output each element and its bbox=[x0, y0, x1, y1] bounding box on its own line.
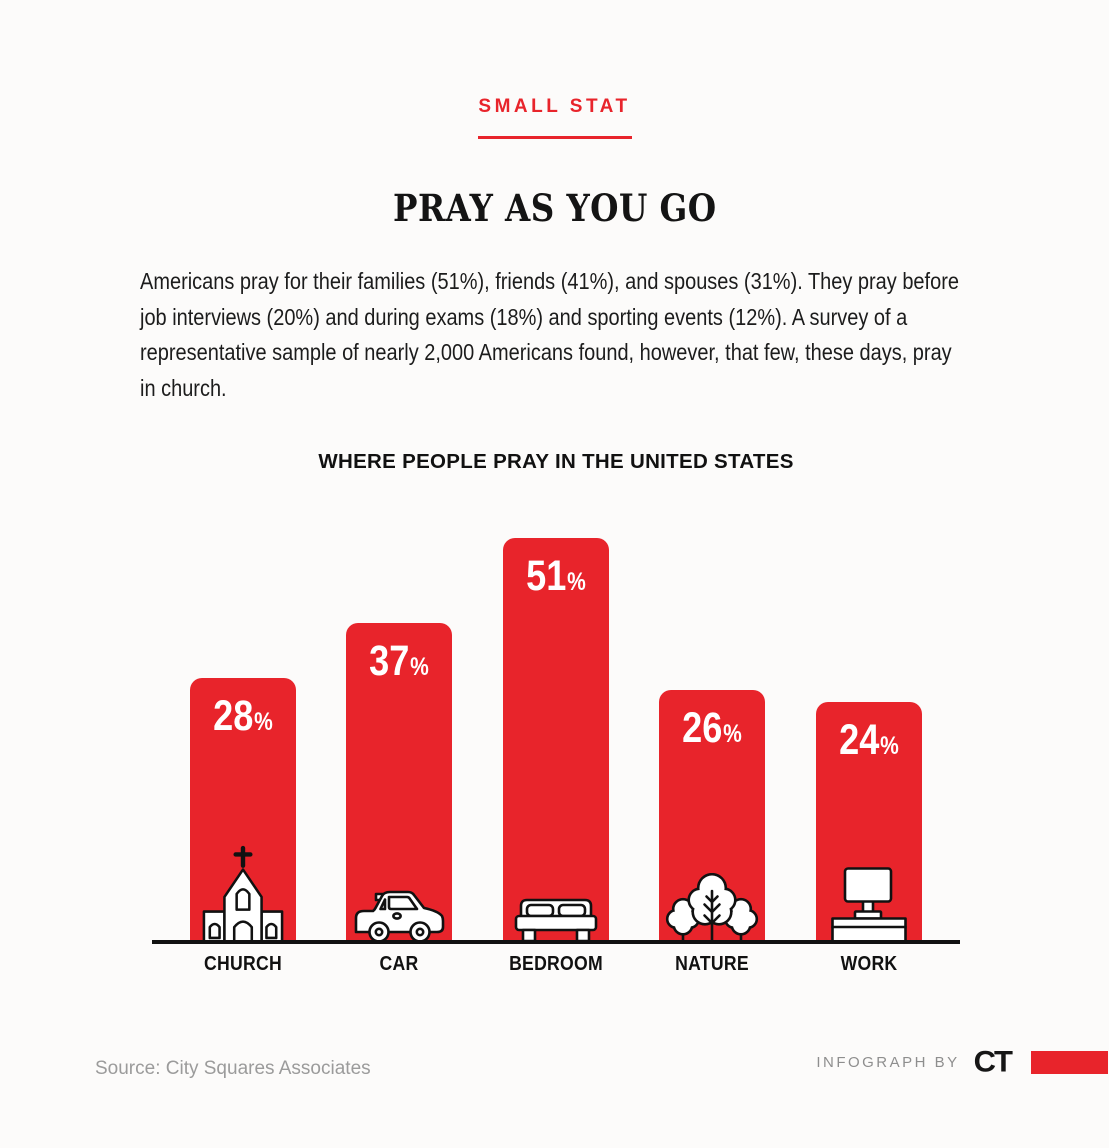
category-label-nature: NATURE bbox=[675, 952, 749, 975]
bar-column-work: 24% WORK bbox=[816, 702, 922, 975]
trees-icon bbox=[665, 873, 759, 943]
bar-value-nature: 26% bbox=[682, 704, 742, 752]
category-label-car: CAR bbox=[379, 952, 419, 975]
source-attribution: Source: City Squares Associates bbox=[95, 1058, 371, 1079]
bar-value-work: 24% bbox=[839, 716, 899, 764]
bar-column-bedroom: 51% BEDROOM bbox=[503, 538, 609, 975]
bar-value-bedroom: 51% bbox=[526, 552, 586, 600]
bar-car bbox=[346, 623, 452, 943]
bar-value-car: 37% bbox=[369, 637, 429, 685]
desk-computer-icon bbox=[831, 867, 907, 943]
bar-bedroom bbox=[503, 538, 609, 943]
eyebrow-label: SMALL STAT bbox=[478, 96, 631, 117]
bed-icon bbox=[514, 898, 598, 943]
ct-logo-text: CT bbox=[973, 1044, 1013, 1079]
page-title: PRAY AS YOU GO bbox=[392, 186, 717, 230]
car-icon bbox=[354, 890, 445, 943]
category-label-work: WORK bbox=[840, 952, 898, 975]
ct-logo-mark bbox=[1031, 1050, 1108, 1074]
chart-title: WHERE PEOPLE PRAY IN THE UNITED STATES bbox=[318, 450, 794, 473]
credit-block: INFOGRAPH BY CT bbox=[816, 1045, 1108, 1078]
credit-label: INFOGRAPH BY bbox=[816, 1053, 960, 1071]
category-label-bedroom: BEDROOM bbox=[509, 952, 603, 975]
bar-value-church: 28% bbox=[213, 692, 273, 740]
bar-column-nature: 26% bbox=[659, 690, 765, 975]
church-icon bbox=[202, 845, 284, 943]
x-axis-baseline bbox=[152, 940, 960, 944]
bar-column-car: 37% CAR bbox=[346, 623, 452, 975]
intro-paragraph: Americans pray for their families (51%),… bbox=[140, 268, 959, 401]
eyebrow-rule bbox=[477, 136, 632, 139]
bar-column-church: 28% CHURCH bbox=[190, 678, 296, 975]
category-label-church: CHURCH bbox=[204, 952, 282, 975]
